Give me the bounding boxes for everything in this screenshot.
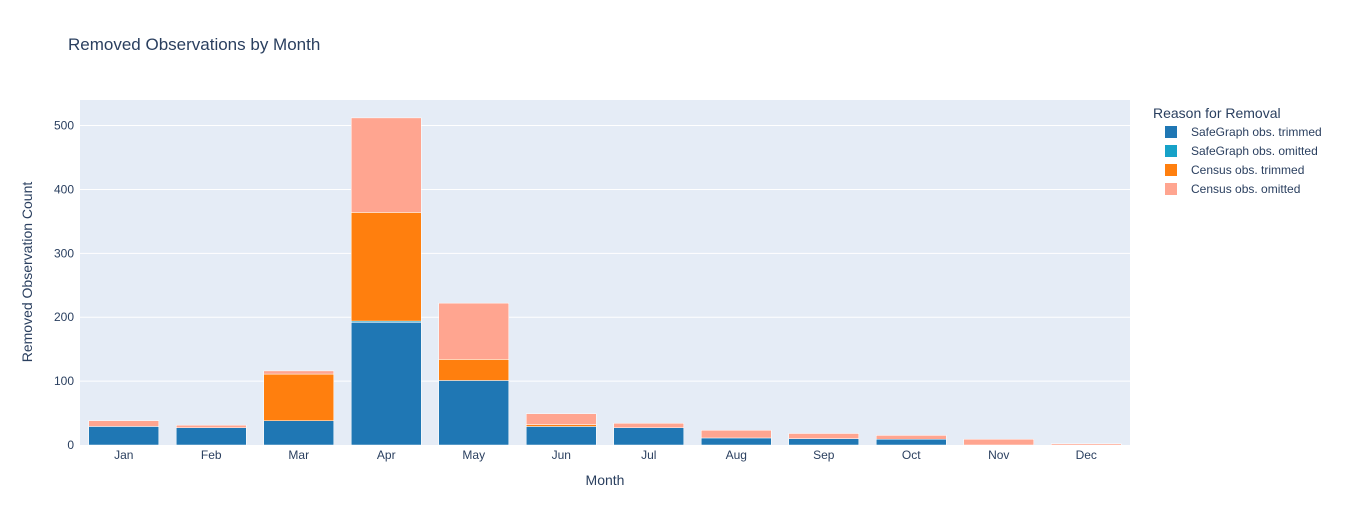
- x-tick-label: Feb: [201, 448, 222, 462]
- y-axis-ticks: 0 100 200 300 400 500: [54, 119, 74, 452]
- bar-mar-series-2: [263, 373, 334, 421]
- bar-jun-series-3: [526, 413, 597, 425]
- x-tick-label: Jul: [641, 448, 656, 462]
- y-tick-label: 100: [54, 374, 74, 388]
- bar-mar-series-3: [263, 370, 334, 375]
- bar-oct-series-3: [876, 435, 947, 440]
- x-tick-label: Sep: [813, 448, 835, 462]
- legend-swatch[interactable]: [1165, 164, 1177, 176]
- chart-title: Removed Observations by Month: [68, 35, 320, 54]
- bar-nov-series-3: [963, 439, 1034, 446]
- x-axis-title: Month: [586, 472, 625, 488]
- bars: [88, 117, 1122, 446]
- y-tick-label: 300: [54, 246, 74, 260]
- bar-jan-series-3: [88, 420, 159, 427]
- legend-swatch[interactable]: [1165, 183, 1177, 195]
- bar-jul-series-3: [613, 423, 684, 428]
- x-tick-label: Apr: [377, 448, 396, 462]
- bar-jul-series-0: [613, 427, 684, 446]
- y-axis-title: Removed Observation Count: [19, 182, 35, 363]
- bar-apr-series-3: [351, 117, 422, 213]
- legend-swatch[interactable]: [1165, 126, 1177, 138]
- legend-label[interactable]: Census obs. trimmed: [1191, 163, 1304, 177]
- legend-swatch[interactable]: [1165, 145, 1177, 157]
- x-axis-ticks: Jan Feb Mar Apr May Jun Jul Aug Sep Oct Nov Dec: [114, 448, 1097, 462]
- y-tick-label: 400: [54, 182, 74, 196]
- x-tick-label: Aug: [726, 448, 747, 462]
- y-tick-label: 500: [54, 119, 74, 133]
- bar-feb-series-3: [176, 424, 247, 429]
- bar-may-series-0: [438, 380, 509, 446]
- bar-sep-series-0: [788, 438, 859, 446]
- bar-mar-series-0: [263, 420, 334, 446]
- bar-aug-series-3: [701, 430, 772, 439]
- bar-apr-series-0: [351, 322, 422, 446]
- x-tick-label: Nov: [988, 448, 1009, 462]
- legend-label[interactable]: Census obs. omitted: [1191, 182, 1300, 196]
- legend-label[interactable]: SafeGraph obs. trimmed: [1191, 125, 1322, 139]
- legend: Reason for Removal SafeGraph obs. trimme…: [1153, 105, 1322, 196]
- legend-title: Reason for Removal: [1153, 105, 1281, 121]
- bar-jun-series-2: [526, 424, 597, 427]
- x-tick-label: Oct: [902, 448, 921, 462]
- bar-jun-series-0: [526, 426, 597, 446]
- bar-jan-series-0: [88, 426, 159, 446]
- bar-aug-series-0: [701, 437, 772, 446]
- x-tick-label: Dec: [1076, 448, 1097, 462]
- x-tick-label: Jun: [552, 448, 571, 462]
- bar-dec-series-3: [1051, 443, 1122, 446]
- x-tick-label: Jan: [114, 448, 133, 462]
- bar-sep-series-3: [788, 433, 859, 439]
- bar-apr-series-2: [351, 212, 422, 322]
- bar-feb-series-0: [176, 427, 247, 446]
- bar-may-series-2: [438, 359, 509, 381]
- y-tick-label: 0: [67, 438, 74, 452]
- y-tick-label: 200: [54, 310, 74, 324]
- bar-may-series-3: [438, 302, 509, 360]
- x-tick-label: May: [462, 448, 485, 462]
- x-tick-label: Mar: [288, 448, 309, 462]
- legend-items: SafeGraph obs. trimmed SafeGraph obs. omi…: [1165, 125, 1322, 196]
- grid-lines: [80, 125, 1130, 382]
- bar-oct-series-0: [876, 439, 947, 446]
- plot-area: [80, 100, 1130, 445]
- legend-label[interactable]: SafeGraph obs. omitted: [1191, 144, 1318, 158]
